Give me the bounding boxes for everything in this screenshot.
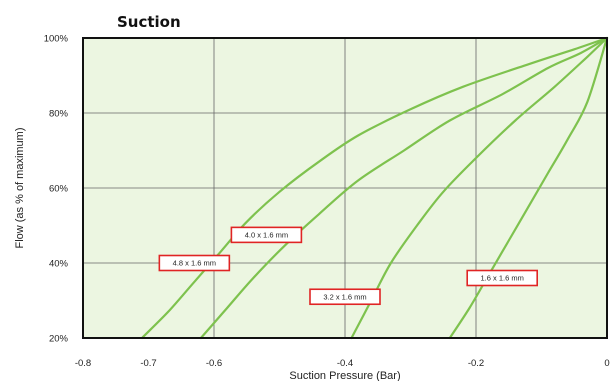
x-tick-label: -0.6	[206, 358, 222, 369]
y-tick-label: 40%	[49, 259, 69, 270]
curve-label-box	[466, 269, 539, 287]
series-lines	[140, 36, 609, 340]
y-axis-label: Flow (as % of maximum)	[14, 127, 26, 248]
series-line	[448, 36, 609, 340]
chart-title: Suction	[117, 13, 181, 31]
x-axis-ticks: -0.8 -0.7 -0.6 -0.4 -0.2 0	[75, 358, 610, 369]
y-axis-ticks: 20% 40% 60% 80% 100%	[44, 34, 69, 345]
curve-label: 1.6 x 1.6 mm	[481, 274, 524, 283]
x-tick-label: -0.8	[75, 358, 91, 369]
curve-label-box	[309, 288, 381, 306]
x-tick-label: -0.7	[140, 358, 156, 369]
curve-label-box	[230, 226, 303, 244]
curve-labels: 4.8 x 1.6 mm 4.0 x 1.6 mm 3.2 x 1.6 mm 1.6 …	[158, 226, 539, 306]
y-tick-label: 100%	[44, 34, 69, 45]
series-line	[350, 36, 609, 340]
x-tick-label: -0.4	[337, 358, 353, 369]
curve-label: 4.0 x 1.6 mm	[245, 231, 288, 240]
curve-label-box	[158, 254, 231, 272]
curve-label: 4.8 x 1.6 mm	[173, 259, 216, 268]
x-tick-label: 0	[604, 358, 609, 369]
y-tick-label: 80%	[49, 109, 69, 120]
x-tick-label: -0.2	[468, 358, 484, 369]
x-axis-label: Suction Pressure (Bar)	[289, 370, 400, 381]
plot-frame	[82, 37, 608, 339]
curve-label: 3.2 x 1.6 mm	[323, 292, 366, 301]
y-tick-label: 20%	[49, 334, 69, 345]
series-line	[140, 36, 609, 340]
series-line	[199, 36, 609, 340]
y-tick-label: 60%	[49, 184, 69, 195]
